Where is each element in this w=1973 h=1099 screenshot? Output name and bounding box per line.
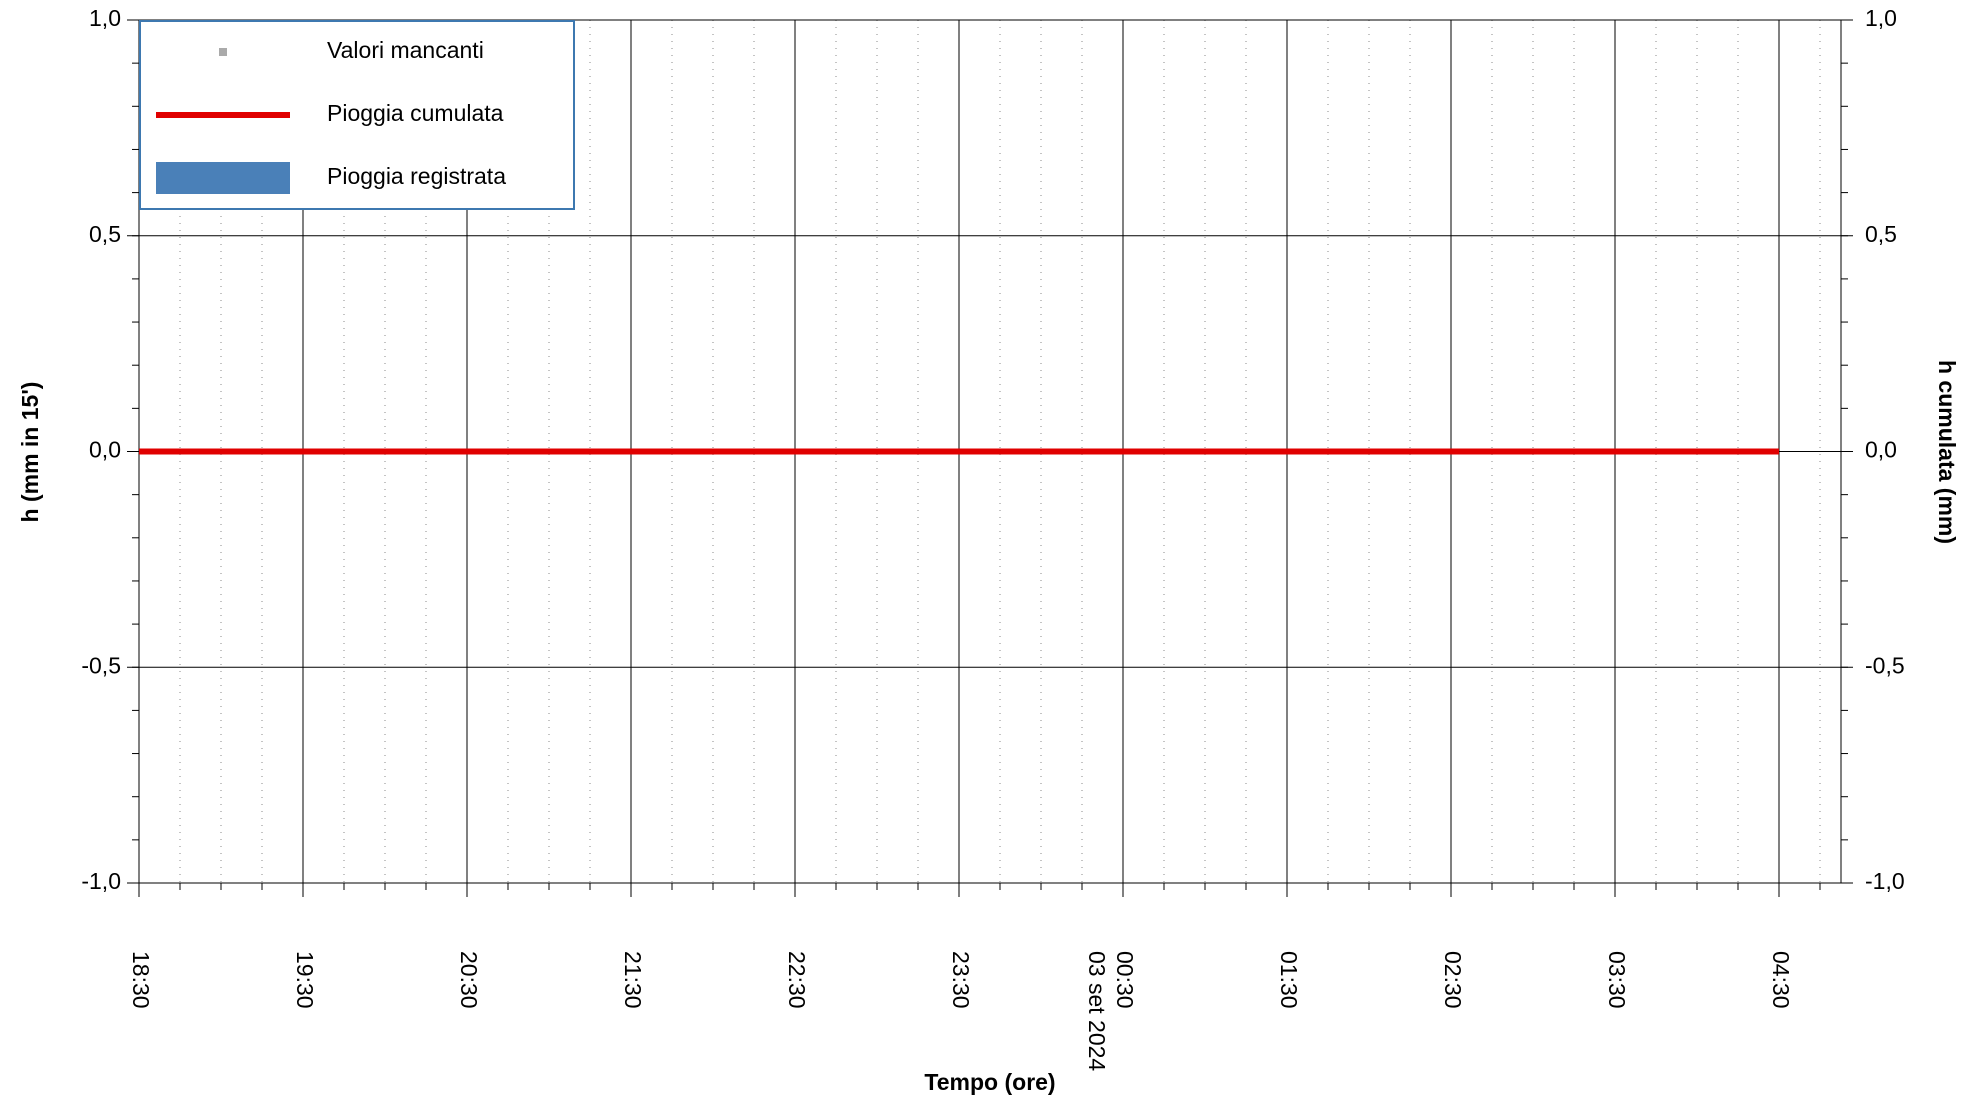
x-tick-label: 19:30 bbox=[292, 951, 318, 1009]
legend: Valori mancanti Pioggia cumulata Pioggia r… bbox=[139, 20, 575, 210]
legend-label: Valori mancanti bbox=[327, 37, 484, 63]
legend-swatch bbox=[156, 162, 290, 194]
y-tick-label: 1,0 bbox=[89, 5, 121, 31]
y-tick-label: -1,0 bbox=[81, 868, 121, 894]
y2-tick-label: -1,0 bbox=[1865, 868, 1905, 894]
legend-label: Pioggia registrata bbox=[327, 163, 506, 189]
x-tick-label: 01:30 bbox=[1276, 951, 1302, 1009]
x-tick-label: 21:30 bbox=[620, 951, 646, 1009]
x-tick-label: 23:30 bbox=[948, 951, 974, 1009]
y2-tick-label: 1,0 bbox=[1865, 5, 1897, 31]
date-label: 03 set 2024 bbox=[1084, 951, 1110, 1071]
y2-tick-label: 0,0 bbox=[1865, 437, 1897, 463]
legend-label: Pioggia cumulata bbox=[327, 100, 504, 126]
y2-tick-label: -0,5 bbox=[1865, 652, 1905, 678]
x-tick-label: 20:30 bbox=[456, 951, 482, 1009]
x-tick-label: 04:30 bbox=[1768, 951, 1794, 1009]
y-tick-label: 0,0 bbox=[89, 437, 121, 463]
y-tick-label: 0,5 bbox=[89, 221, 121, 247]
y-tick-label: -0,5 bbox=[81, 652, 121, 678]
y2-tick-label: 0,5 bbox=[1865, 221, 1897, 247]
x-axis-title: Tempo (ore) bbox=[924, 1069, 1055, 1095]
x-tick-label: 22:30 bbox=[784, 951, 810, 1009]
x-tick-label: 02:30 bbox=[1440, 951, 1466, 1009]
legend-swatch bbox=[219, 48, 227, 56]
y2-axis-title: h cumulata (mm) bbox=[1934, 360, 1960, 544]
x-tick-label: 00:30 bbox=[1112, 951, 1138, 1009]
x-tick-label: 18:30 bbox=[128, 951, 154, 1009]
x-tick-label: 03:30 bbox=[1604, 951, 1630, 1009]
y-axis-title: h (mm in 15') bbox=[17, 382, 43, 523]
